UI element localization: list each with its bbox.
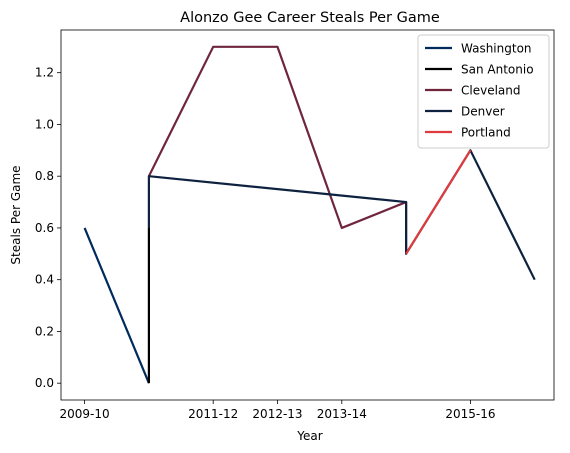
legend-label: Denver [461, 105, 505, 119]
y-tick-label: 0.0 [35, 376, 54, 390]
chart-title: Alonzo Gee Career Steals Per Game [180, 10, 440, 26]
y-tick-label: 1.2 [35, 66, 54, 80]
legend-label: Portland [461, 126, 511, 140]
x-tick-label: 2011-12 [188, 407, 238, 421]
x-tick-label: 2009-10 [60, 407, 110, 421]
legend-label: Washington [461, 42, 532, 56]
y-axis-label: Steals Per Game [9, 165, 23, 264]
x-tick-label: 2012-13 [252, 407, 302, 421]
y-tick-label: 0.8 [35, 169, 54, 183]
y-tick-label: 0.2 [35, 324, 54, 338]
x-axis-label: Year [296, 429, 322, 443]
legend-label: San Antonio [461, 63, 534, 77]
x-tick-label: 2015-16 [445, 407, 495, 421]
y-tick-label: 0.4 [35, 273, 54, 287]
legend: Washington San Antonio Cleveland Denver Port… [418, 35, 549, 148]
x-tick-label: 2013-14 [317, 407, 367, 421]
y-tick-label: 0.6 [35, 221, 54, 235]
legend-label: Cleveland [461, 84, 521, 98]
y-tick-label: 1.0 [35, 117, 54, 131]
